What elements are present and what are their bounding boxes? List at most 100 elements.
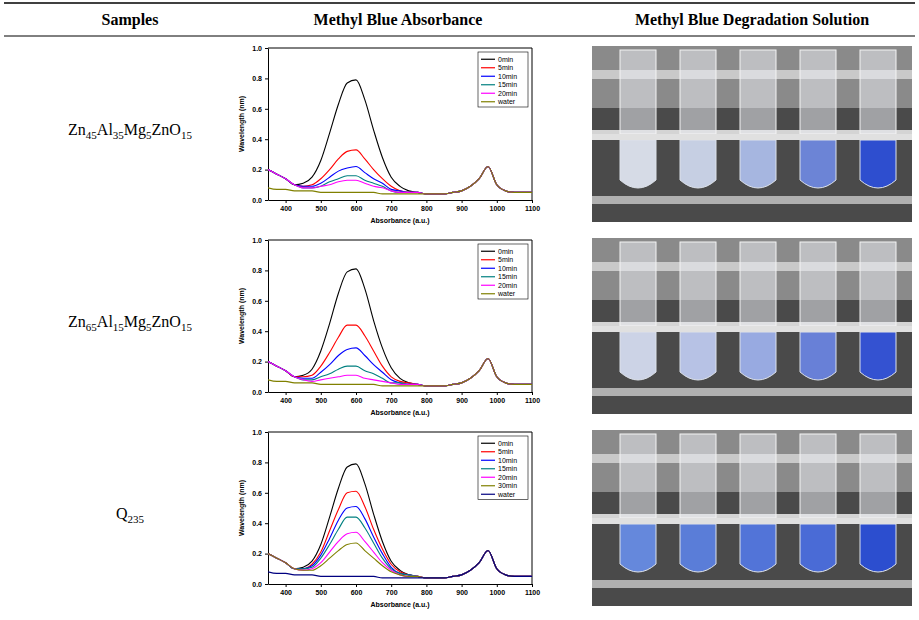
subscript: 35 xyxy=(113,129,125,141)
y-tick-mark xyxy=(265,240,268,241)
legend-swatch xyxy=(481,451,495,452)
tube-glass xyxy=(680,50,716,134)
series-line xyxy=(268,167,532,194)
x-tick: 500 xyxy=(315,200,327,212)
y-tick-label: 0.2 xyxy=(252,358,262,365)
photo xyxy=(592,238,912,414)
legend-label: 0min xyxy=(498,440,513,447)
y-tick-mark xyxy=(265,48,268,49)
x-axis-line xyxy=(269,200,533,201)
x-tick-label: 1000 xyxy=(490,205,506,212)
rack-bar xyxy=(592,134,912,140)
x-axis: 40050060070080090010001100 xyxy=(269,392,541,404)
column-header: Methyl Blue Degradation Solution xyxy=(635,11,869,29)
legend-label: water xyxy=(497,491,516,498)
x-tick-label: 700 xyxy=(386,205,398,212)
legend-swatch xyxy=(481,67,495,68)
subscript: 45 xyxy=(86,129,98,141)
x-tick-mark xyxy=(497,200,498,203)
tube-liquid xyxy=(800,524,836,572)
tube-liquid xyxy=(680,332,716,380)
x-tick: 700 xyxy=(386,584,398,596)
plot-frame xyxy=(532,48,533,200)
photo-background xyxy=(592,430,912,606)
legend-swatch xyxy=(481,59,495,60)
tube-glass xyxy=(680,434,716,518)
y-tick-mark xyxy=(265,301,268,302)
x-tick-mark xyxy=(321,392,322,395)
y-tick-mark xyxy=(265,139,268,140)
legend-swatch xyxy=(481,251,495,252)
y-tick: 0.6 xyxy=(252,298,268,305)
formula-part: Mg xyxy=(124,121,146,139)
rack-base xyxy=(592,196,912,204)
x-tick-mark xyxy=(356,584,357,587)
x-tick: 900 xyxy=(456,584,468,596)
x-tick-mark xyxy=(391,200,392,203)
series-line xyxy=(268,543,532,578)
subscript: 65 xyxy=(86,321,98,333)
x-tick: 500 xyxy=(315,584,327,596)
formula-part: Zn xyxy=(68,121,86,138)
y-tick-label: 0.0 xyxy=(252,197,262,204)
x-tick: 1100 xyxy=(525,200,540,212)
legend-label: 20min xyxy=(498,90,517,97)
y-tick-label: 0.4 xyxy=(252,520,262,527)
y-tick: 0.2 xyxy=(252,166,268,173)
legend-swatch xyxy=(481,477,495,478)
legend-label: 15min xyxy=(498,465,517,472)
y-axis-title: Wavelength (nm) xyxy=(238,480,246,536)
legend: 0min5min10min15min20minwater xyxy=(478,244,528,299)
x-tick-label: 400 xyxy=(280,589,292,596)
x-tick-mark xyxy=(532,584,533,587)
sample-name: Zn65Al15Mg5ZnO15 xyxy=(68,313,192,333)
rack-base xyxy=(592,580,912,588)
x-tick: 400 xyxy=(280,200,292,212)
x-tick: 800 xyxy=(421,584,433,596)
x-tick-label: 800 xyxy=(421,589,433,596)
y-tick-label: 1.0 xyxy=(252,45,262,52)
x-tick-label: 400 xyxy=(280,205,292,212)
legend-label: 15min xyxy=(498,81,517,88)
x-tick-mark xyxy=(462,200,463,203)
x-tick: 1100 xyxy=(525,392,540,404)
legend-swatch xyxy=(481,293,495,294)
legend-label: water xyxy=(497,98,516,105)
y-tick-label: 0.4 xyxy=(252,136,262,143)
y-tick-mark xyxy=(265,392,268,393)
x-tick-mark xyxy=(321,584,322,587)
subscript: 15 xyxy=(181,129,193,141)
x-tick: 800 xyxy=(421,200,433,212)
tube-liquid xyxy=(740,140,776,188)
x-tick-mark xyxy=(462,392,463,395)
x-tick-mark xyxy=(391,584,392,587)
series-line xyxy=(268,532,532,578)
tube-liquid xyxy=(800,140,836,188)
y-tick-label: 0.8 xyxy=(252,75,262,82)
formula-part: Al xyxy=(97,313,114,330)
photo-background xyxy=(592,46,912,222)
legend-label: 0min xyxy=(498,248,513,255)
x-tick: 700 xyxy=(386,200,398,212)
rack-bar xyxy=(592,518,912,524)
x-tick: 500 xyxy=(315,392,327,404)
tube-glass xyxy=(860,434,896,518)
x-tick: 800 xyxy=(421,392,433,404)
tube-liquid xyxy=(620,524,656,572)
y-tick: 0.8 xyxy=(252,267,268,274)
x-tick-label: 400 xyxy=(280,397,292,404)
plot-frame xyxy=(532,240,533,392)
series-line xyxy=(268,517,532,578)
photo-background xyxy=(592,238,912,414)
y-tick: 0.6 xyxy=(252,490,268,497)
tube-glass xyxy=(620,50,656,134)
tube-glass xyxy=(740,242,776,326)
x-tick-mark xyxy=(356,392,357,395)
legend: 0min5min10min15min20minwater xyxy=(478,52,528,107)
table-header-rule xyxy=(4,36,915,37)
formula-part: Mg xyxy=(124,313,146,331)
series-line xyxy=(268,359,532,386)
x-tick: 1000 xyxy=(490,584,506,596)
x-tick-label: 700 xyxy=(386,397,398,404)
tube-liquid xyxy=(860,332,896,380)
